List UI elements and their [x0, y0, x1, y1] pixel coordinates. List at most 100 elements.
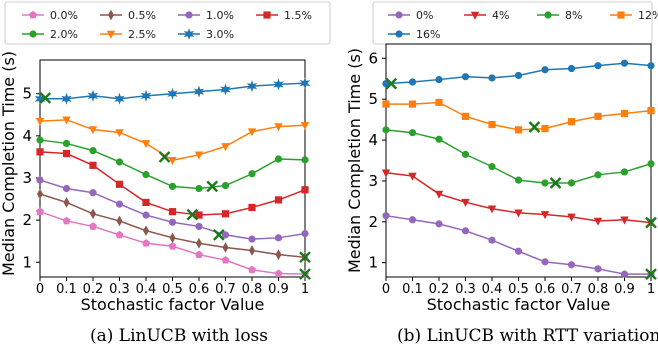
y-tick-label: 3 — [22, 169, 32, 187]
data-point — [274, 196, 283, 204]
x-tick-label: 0.6 — [535, 282, 556, 297]
data-point — [461, 112, 470, 120]
series-line — [386, 101, 652, 131]
data-point — [115, 129, 124, 138]
data-point — [116, 215, 123, 227]
y-tick-label: 4 — [22, 127, 32, 145]
legend-marker — [395, 30, 403, 38]
data-point — [567, 261, 576, 269]
data-point — [62, 184, 71, 193]
data-point — [168, 218, 177, 226]
data-point — [168, 157, 177, 165]
optimum-marker — [158, 151, 171, 163]
y-axis-label: Median Completion Time (s) — [345, 48, 364, 273]
optimum-x-stroke — [549, 177, 562, 189]
data-point — [593, 217, 603, 226]
legend-entry: 2.5% — [100, 28, 156, 41]
data-point — [300, 122, 310, 131]
data-point — [114, 92, 125, 105]
data-point — [408, 78, 417, 86]
data-point — [248, 245, 256, 256]
data-point — [382, 212, 390, 220]
series-4pct — [381, 169, 656, 228]
series-line — [385, 214, 651, 275]
x-tick-label: 0.4 — [482, 282, 503, 297]
data-point — [195, 238, 203, 249]
legend-entry: 1.0% — [178, 9, 234, 22]
data-point — [514, 71, 523, 80]
data-point — [195, 211, 203, 219]
legend-label: 1.5% — [284, 9, 312, 22]
data-point — [301, 186, 309, 194]
data-point — [299, 77, 311, 90]
legend-frame — [4, 1, 331, 45]
chart-panel-b: 0% 4% 8% 12% 16% 0 0.1 0.2 0.3 0.4 0.5 0.6 0.7 0.8 0.9… — [345, 1, 658, 314]
data-point — [89, 222, 97, 230]
legend-label: 4% — [492, 9, 509, 22]
legend-marker — [29, 30, 37, 38]
series-2_0pct — [36, 136, 309, 193]
data-point — [195, 184, 203, 193]
optimum-x-stroke — [206, 180, 219, 193]
data-point — [647, 160, 655, 168]
series-12pct — [382, 98, 655, 134]
optimum-x-stroke — [385, 77, 398, 90]
figure: 0.0% 0.5% 1.0% 1.5% 2.0% 2.5% 3.0% 0 0.1 0.2 0.3 0.… — [0, 1, 658, 314]
data-point — [594, 62, 602, 70]
data-point — [620, 168, 629, 176]
data-point — [594, 265, 602, 273]
data-point — [488, 74, 496, 82]
data-point — [408, 129, 417, 137]
data-point — [168, 242, 177, 250]
data-point — [408, 172, 417, 181]
data-point — [220, 83, 231, 96]
legend-label: 16% — [416, 28, 440, 41]
data-point — [435, 98, 443, 107]
data-point — [62, 116, 71, 125]
legend-label: 1.0% — [206, 9, 234, 22]
data-point — [36, 148, 44, 156]
data-point — [461, 150, 470, 158]
data-point — [88, 126, 98, 135]
legend-entry: 3.0% — [178, 27, 234, 41]
optimum-marker — [528, 121, 541, 133]
x-tick-label: 0.1 — [402, 282, 423, 297]
data-point — [142, 171, 150, 179]
data-point — [301, 230, 309, 238]
legend-label: 8% — [565, 9, 582, 22]
x-tick-label: 0.5 — [508, 282, 529, 297]
x-tick-label: 0.3 — [455, 282, 476, 297]
data-point — [142, 211, 150, 219]
data-point — [382, 100, 390, 108]
data-point — [382, 80, 390, 88]
data-point — [301, 156, 309, 164]
legend-marker — [29, 10, 37, 19]
data-point — [274, 155, 283, 163]
optimum-marker — [299, 268, 311, 280]
x-tick-label: 0.8 — [588, 282, 609, 297]
y-tick-label: 3 — [368, 172, 378, 190]
legend-label: 0% — [416, 9, 433, 22]
data-point — [221, 231, 230, 239]
data-point — [140, 89, 152, 102]
data-point — [36, 176, 44, 184]
x-tick-label: 0 — [382, 282, 390, 297]
legend-label: 0.5% — [128, 9, 156, 22]
data-point — [248, 203, 256, 212]
data-point — [141, 140, 151, 149]
optimum-marker — [213, 229, 225, 241]
optimum-marker — [206, 180, 219, 193]
data-point — [142, 225, 150, 236]
data-point — [35, 117, 45, 126]
data-point — [435, 220, 443, 228]
data-point — [382, 126, 390, 134]
data-point — [168, 182, 177, 191]
data-point — [273, 78, 284, 91]
data-point — [63, 197, 70, 208]
data-point — [115, 158, 124, 166]
data-point — [221, 143, 230, 152]
legend-marker — [106, 30, 116, 39]
data-point — [541, 66, 549, 74]
data-point — [274, 123, 283, 132]
data-point — [89, 146, 97, 155]
